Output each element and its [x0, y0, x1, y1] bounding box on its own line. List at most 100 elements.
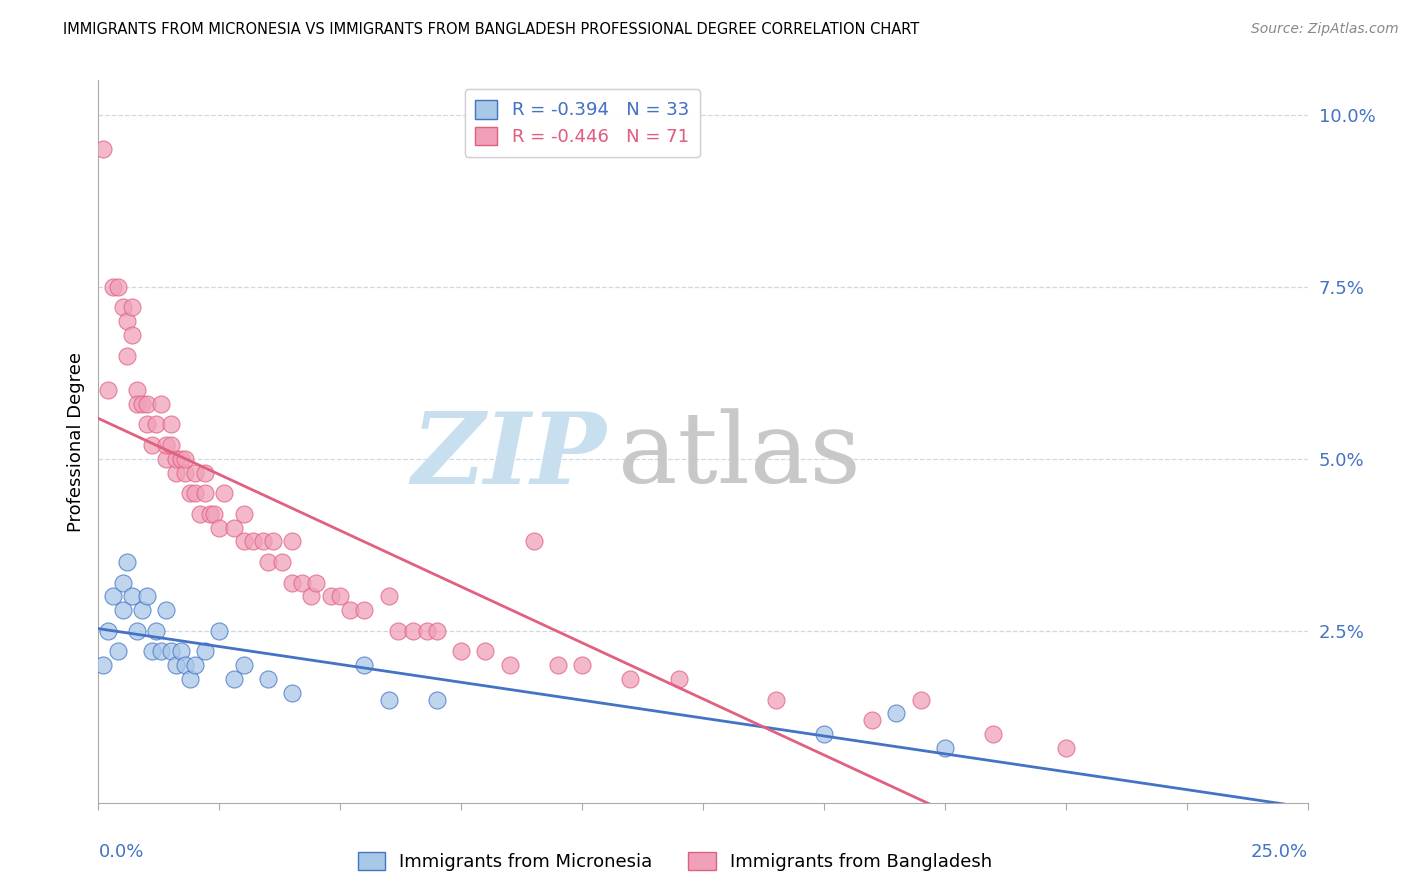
- Point: [91, 142, 114, 156]
- Point: [934, 740, 956, 755]
- Point: [981, 727, 1004, 741]
- Point: [135, 397, 157, 411]
- Point: [165, 658, 187, 673]
- Point: [668, 672, 690, 686]
- Point: [127, 397, 149, 411]
- Point: [198, 507, 221, 521]
- Point: [155, 603, 177, 617]
- Point: [571, 658, 593, 673]
- Point: [97, 383, 120, 397]
- Point: [222, 520, 245, 534]
- Point: [402, 624, 425, 638]
- Point: [290, 575, 312, 590]
- Point: [252, 534, 274, 549]
- Point: [145, 624, 167, 638]
- Point: [426, 624, 449, 638]
- Point: [179, 672, 201, 686]
- Point: [127, 383, 149, 397]
- Point: [107, 279, 129, 293]
- Point: [232, 534, 254, 549]
- Point: [135, 417, 157, 432]
- Point: [353, 658, 375, 673]
- Point: [184, 486, 207, 500]
- Point: [117, 314, 139, 328]
- Point: [256, 555, 278, 569]
- Point: [184, 658, 207, 673]
- Point: [339, 603, 361, 617]
- Point: [281, 686, 304, 700]
- Point: [281, 534, 304, 549]
- Point: [155, 451, 177, 466]
- Point: [910, 692, 932, 706]
- Point: [107, 644, 129, 658]
- Point: [101, 279, 124, 293]
- Legend: R = -0.394   N = 33, R = -0.446   N = 71: R = -0.394 N = 33, R = -0.446 N = 71: [464, 89, 700, 157]
- Point: [353, 603, 375, 617]
- Point: [150, 397, 173, 411]
- Point: [319, 590, 342, 604]
- Point: [194, 486, 217, 500]
- Point: [97, 624, 120, 638]
- Text: 0.0%: 0.0%: [98, 843, 143, 861]
- Point: [165, 451, 187, 466]
- Point: [256, 672, 278, 686]
- Point: [131, 397, 153, 411]
- Point: [523, 534, 546, 549]
- Point: [169, 644, 191, 658]
- Point: [416, 624, 439, 638]
- Point: [299, 590, 322, 604]
- Point: [1054, 740, 1077, 755]
- Point: [232, 507, 254, 521]
- Point: [165, 466, 187, 480]
- Point: [271, 555, 294, 569]
- Point: [860, 713, 883, 727]
- Point: [131, 603, 153, 617]
- Point: [450, 644, 472, 658]
- Point: [281, 575, 304, 590]
- Point: [262, 534, 284, 549]
- Point: [121, 590, 143, 604]
- Point: [232, 658, 254, 673]
- Point: [222, 672, 245, 686]
- Point: [174, 466, 197, 480]
- Point: [194, 466, 217, 480]
- Point: [101, 590, 124, 604]
- Point: [141, 438, 163, 452]
- Point: [329, 590, 352, 604]
- Text: Source: ZipAtlas.com: Source: ZipAtlas.com: [1251, 22, 1399, 37]
- Point: [184, 466, 207, 480]
- Point: [426, 692, 449, 706]
- Point: [150, 644, 173, 658]
- Point: [91, 658, 114, 673]
- Point: [127, 624, 149, 638]
- Text: 25.0%: 25.0%: [1250, 843, 1308, 861]
- Point: [155, 438, 177, 452]
- Point: [765, 692, 787, 706]
- Point: [387, 624, 409, 638]
- Point: [242, 534, 264, 549]
- Point: [160, 438, 183, 452]
- Point: [145, 417, 167, 432]
- Point: [377, 692, 399, 706]
- Text: ZIP: ZIP: [412, 408, 606, 504]
- Point: [160, 417, 183, 432]
- Point: [886, 706, 908, 721]
- Point: [547, 658, 569, 673]
- Point: [117, 555, 139, 569]
- Text: atlas: atlas: [619, 409, 860, 504]
- Point: [121, 301, 143, 315]
- Point: [498, 658, 520, 673]
- Point: [121, 327, 143, 342]
- Point: [188, 507, 211, 521]
- Point: [208, 624, 231, 638]
- Point: [111, 603, 134, 617]
- Point: [204, 507, 226, 521]
- Point: [117, 349, 139, 363]
- Point: [135, 590, 157, 604]
- Point: [377, 590, 399, 604]
- Point: [179, 486, 201, 500]
- Point: [111, 301, 134, 315]
- Point: [619, 672, 641, 686]
- Y-axis label: Professional Degree: Professional Degree: [66, 351, 84, 532]
- Text: IMMIGRANTS FROM MICRONESIA VS IMMIGRANTS FROM BANGLADESH PROFESSIONAL DEGREE COR: IMMIGRANTS FROM MICRONESIA VS IMMIGRANTS…: [63, 22, 920, 37]
